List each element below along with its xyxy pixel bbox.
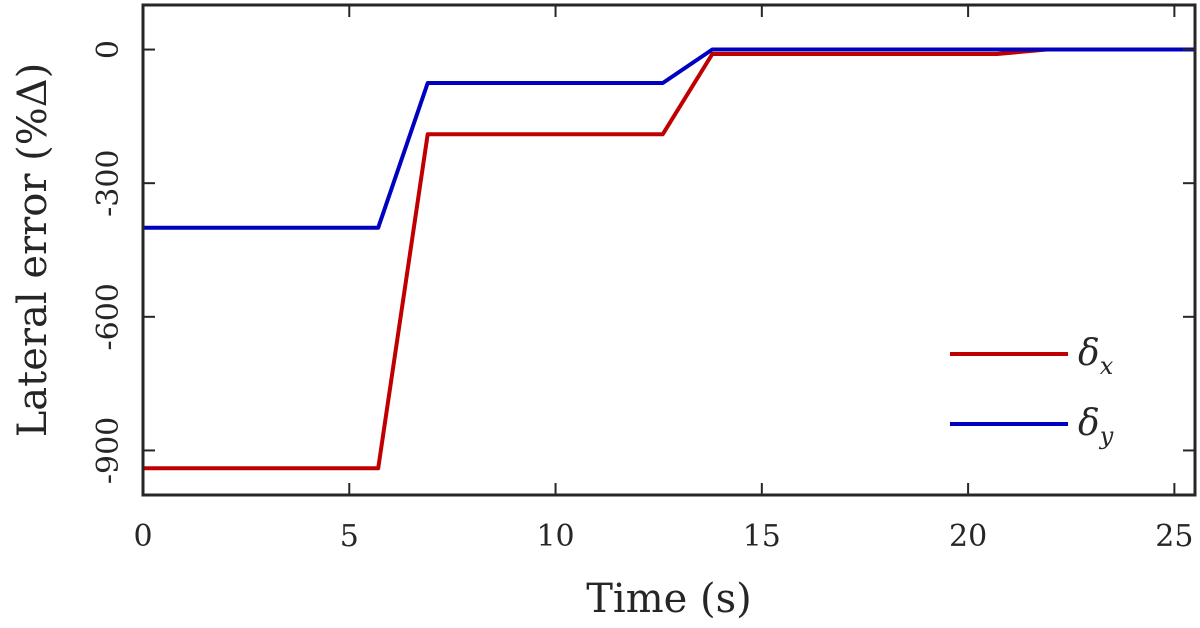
y-tick-label: -300 (91, 149, 126, 216)
legend-label-y: δy (1078, 403, 1114, 450)
x-tick-label: 25 (1155, 519, 1193, 554)
y-axis-title: Lateral error (%Δ) (10, 63, 56, 438)
y-tick-label: -600 (91, 283, 126, 350)
x-tick-label: 5 (340, 519, 359, 554)
series-line-x (143, 47, 1195, 471)
x-axis-ticks: 0 5 10 15 20 25 (133, 5, 1193, 554)
x-tick-label: 0 (133, 519, 152, 554)
plot-lines (143, 47, 1195, 471)
plot-frame (141, 3, 1197, 497)
x-tick-label: 15 (743, 519, 781, 554)
x-axis-title: Time (s) (586, 576, 752, 622)
x-tick-label: 20 (949, 519, 987, 554)
x-tick-label: 10 (536, 519, 574, 554)
y-tick-label: -900 (91, 417, 126, 484)
legend-label-x: δx (1078, 333, 1114, 380)
y-axis-ticks: 0 -300 -600 -900 (91, 40, 1195, 484)
series-line-y (143, 47, 1195, 230)
legend: δx δy (950, 333, 1114, 450)
y-tick-label: 0 (91, 40, 126, 59)
